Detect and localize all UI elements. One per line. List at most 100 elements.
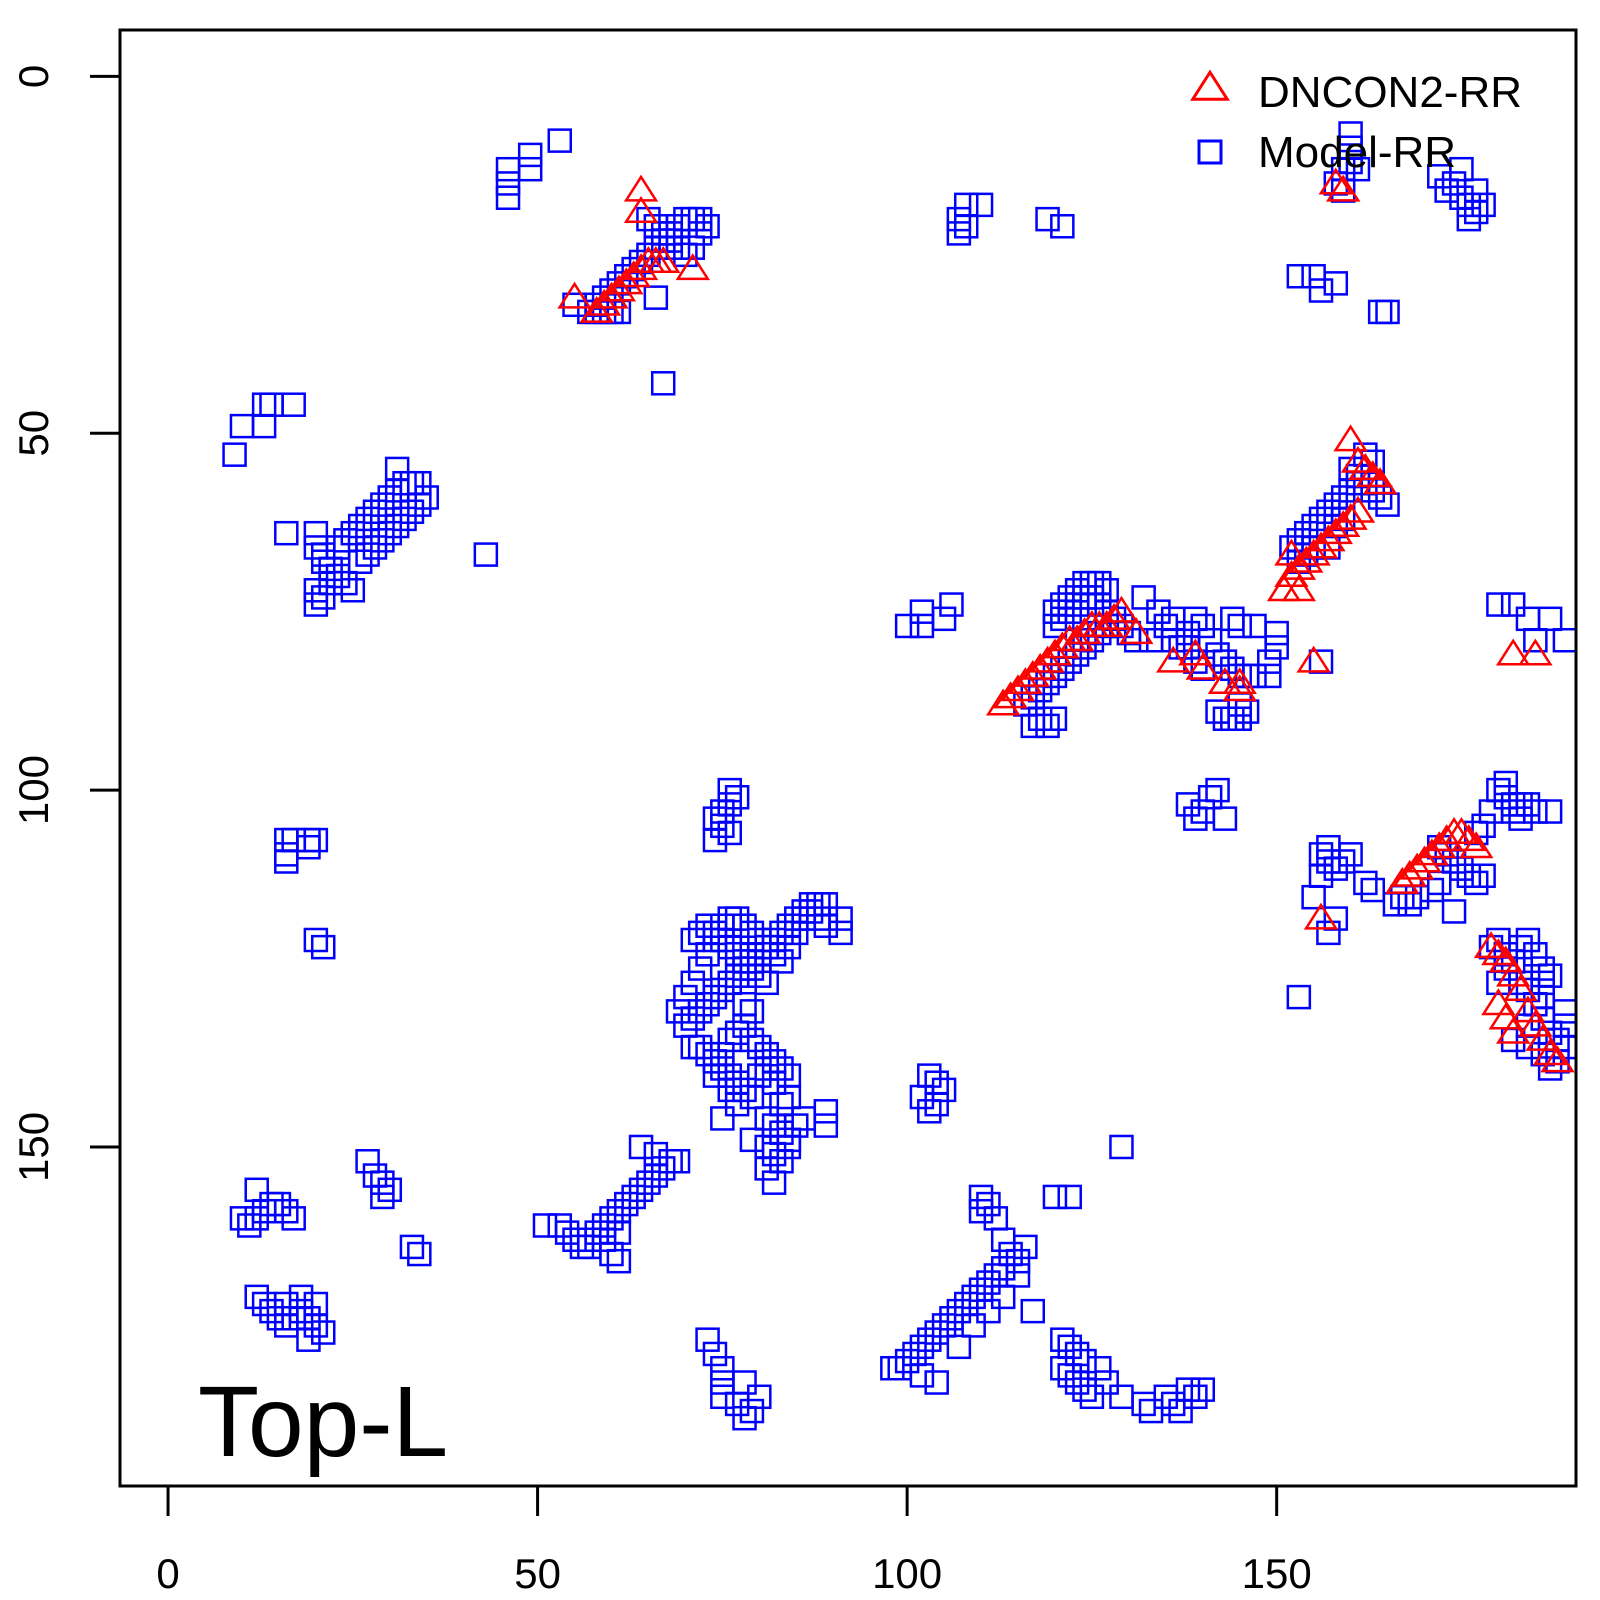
model-rr-point [724, 785, 750, 810]
model-rr-point [1530, 956, 1555, 981]
legend-entry-dncon2-rr: DNCON2-RR [1190, 68, 1522, 117]
model-rr-point [1013, 1234, 1038, 1260]
dncon2-rr-point [1155, 645, 1191, 673]
model-rr-point [333, 528, 358, 553]
model-rr-point [747, 1034, 772, 1060]
model-rr-point [1035, 713, 1060, 739]
model-rr-point [643, 285, 669, 310]
model-rr-point [776, 1084, 802, 1110]
model-rr-point [244, 1206, 269, 1231]
model-rr-point [591, 1213, 617, 1238]
dncon2-rr-point [616, 260, 651, 288]
model-rr-point [274, 520, 299, 546]
model-rr-point [1523, 942, 1548, 967]
model-rr-point [1242, 613, 1267, 639]
model-rr-point [924, 1370, 949, 1395]
model-rr-point [355, 542, 380, 567]
model-rr-point [739, 956, 765, 981]
dncon2-rr-point [1281, 574, 1317, 602]
model-rr-point [1264, 635, 1289, 660]
model-rr-point [355, 1149, 380, 1174]
model-rr-point [650, 1156, 676, 1181]
dncon2-rr-point [985, 688, 1021, 716]
model-rr-point [636, 1170, 661, 1195]
model-rr-point [990, 1284, 1016, 1310]
model-rr-point [495, 171, 521, 196]
model-rr-point [739, 999, 765, 1024]
y-tick-label: 0 [10, 65, 57, 88]
dncon2-rr-point [1385, 866, 1420, 894]
model-rr-point [1205, 777, 1230, 803]
model-rr-point [1286, 263, 1312, 289]
model-rr-point [1050, 214, 1075, 239]
legend-label-dncon2-rr: DNCON2-RR [1258, 68, 1522, 117]
model-rr-point [1478, 799, 1504, 824]
model-rr-point [347, 513, 373, 539]
model-rr-point [377, 1177, 403, 1203]
model-rr-point [414, 485, 439, 510]
model-rr-point [407, 1241, 432, 1267]
model-rr-point [296, 1327, 321, 1352]
model-rr-point [665, 999, 691, 1024]
dncon2-rr-point [1222, 674, 1257, 702]
model-rr-point [1353, 870, 1378, 896]
model-rr-point [880, 1355, 905, 1381]
dncon2-rr-point [1296, 538, 1331, 566]
model-rr-point [1463, 178, 1489, 203]
model-rr-point [303, 578, 329, 603]
model-rr-point [1042, 1184, 1068, 1210]
model-rr-point [894, 1348, 920, 1374]
model-rr-point [288, 1284, 314, 1310]
model-rr-point [917, 1063, 942, 1088]
model-rr-point [1087, 1355, 1112, 1381]
model-rr-point [1050, 1327, 1075, 1352]
dncon2-rr-point [1325, 510, 1361, 538]
model-rr-point [407, 492, 432, 517]
model-rr-point [732, 1077, 757, 1103]
model-rr-point [1212, 806, 1238, 831]
model-rr-point [547, 1213, 573, 1238]
model-rr-point [732, 913, 757, 938]
dncon2-rr-point [1318, 167, 1354, 195]
model-rr-point [710, 1106, 735, 1131]
model-rr-point [1360, 877, 1386, 903]
model-rr-point [1508, 934, 1533, 960]
legend-marker-square [1197, 139, 1223, 165]
model-rr-point [702, 827, 728, 853]
model-rr-point [665, 235, 691, 260]
dncon2-rr-point [1525, 1023, 1560, 1051]
model-rr-point [362, 499, 388, 525]
model-rr-point [680, 235, 706, 260]
model-rr-point [274, 1198, 299, 1224]
model-rr-point [1005, 1263, 1031, 1288]
dncon2-rr-point [1289, 545, 1324, 573]
dncon2-rr-point [609, 267, 644, 295]
model-rr-point [577, 1234, 602, 1260]
model-rr-point [1537, 606, 1563, 632]
dncon2-rr-point [1488, 1002, 1524, 1030]
dncon2-rr-point [1481, 988, 1516, 1016]
model-rr-point [687, 221, 713, 246]
model-rr-point [917, 1099, 942, 1124]
model-rr-point [1338, 135, 1363, 161]
model-rr-point [717, 970, 742, 996]
model-rr-point [1323, 271, 1349, 296]
model-rr-point [1227, 613, 1252, 639]
model-rr-point [1057, 1184, 1082, 1210]
model-rr-point [318, 570, 343, 596]
model-rr-point [1338, 149, 1363, 175]
model-rr-point [687, 956, 713, 981]
dncon2-rr-point [1407, 845, 1442, 873]
model-rr-point [1441, 899, 1467, 924]
model-rr-point [717, 1077, 742, 1103]
model-rr-point [303, 927, 329, 953]
model-rr-point [1515, 927, 1541, 953]
model-rr-point [976, 1191, 1001, 1217]
model-rr-point [724, 906, 750, 931]
model-rr-point [288, 1298, 314, 1324]
model-rr-point [1500, 592, 1526, 617]
model-rr-point [739, 1127, 765, 1153]
dncon2-rr-point [1458, 831, 1494, 859]
model-rr-point [303, 592, 329, 617]
dncon2-rr-point [1000, 674, 1036, 702]
